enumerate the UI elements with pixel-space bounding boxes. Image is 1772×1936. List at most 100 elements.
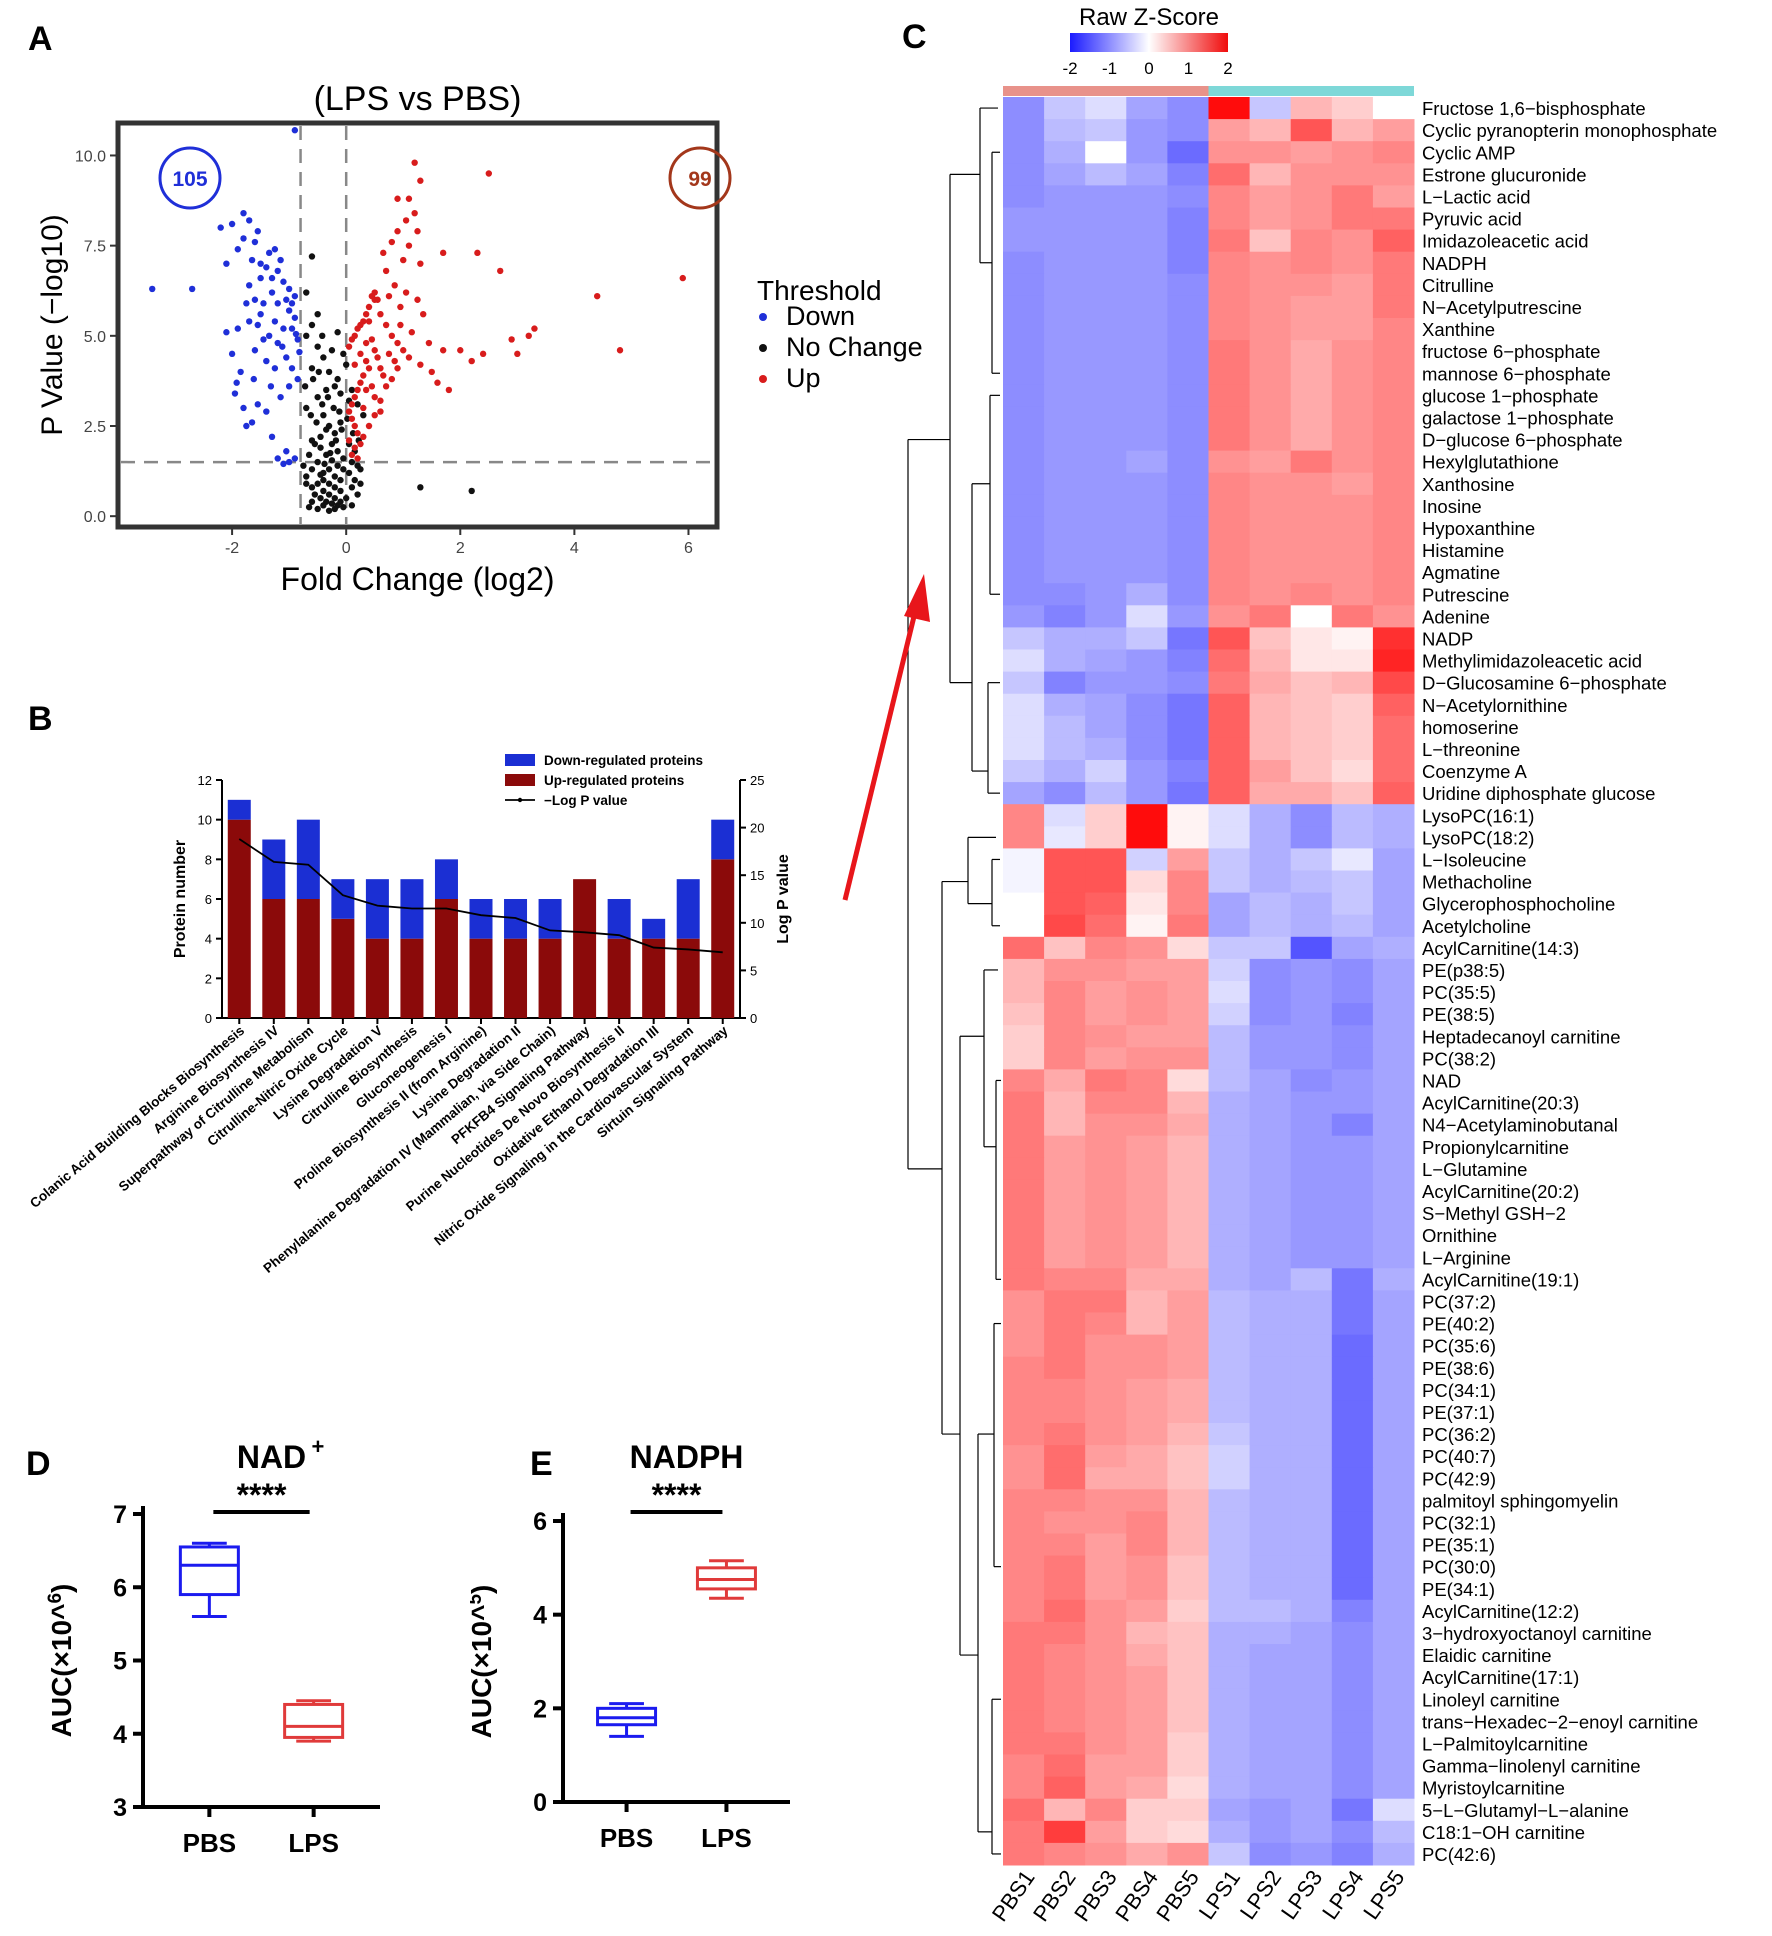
colorbar-tick-label: -2 [1062, 59, 1077, 78]
point-up [351, 444, 358, 451]
heatmap-cell [1167, 870, 1209, 894]
heatmap-cell [1208, 1621, 1251, 1645]
heatmap-cell [1003, 671, 1045, 695]
row-label: NADPH [1422, 253, 1487, 274]
point-no-change [314, 310, 321, 318]
heatmap-cell [1290, 848, 1333, 871]
heatmap-cell [1331, 472, 1374, 496]
point-no-change [308, 484, 316, 491]
y-tick-label: 2.5 [84, 419, 106, 436]
point-up [497, 267, 504, 275]
point-up [368, 336, 376, 343]
point-no-change [331, 494, 338, 502]
heatmap-cell [1249, 1599, 1292, 1623]
column-label: LPS2 [1235, 1866, 1286, 1924]
point-no-change [307, 411, 315, 419]
point-up [348, 451, 356, 459]
heatmap-cell [1208, 1732, 1251, 1755]
heatmap-cell [1003, 981, 1045, 1004]
bar-down-regulated [711, 819, 735, 860]
heatmap-cell [1167, 1400, 1209, 1424]
heatmap-cell [1044, 760, 1086, 783]
heatmap-cell [1044, 826, 1086, 849]
heatmap-cell [1249, 1157, 1292, 1181]
heatmap-cell [1003, 760, 1045, 783]
heatmap-cell [1085, 1798, 1127, 1822]
heatmap-cell [1126, 914, 1168, 938]
heatmap-cell [1167, 1157, 1209, 1181]
heatmap-cell [1290, 1378, 1333, 1402]
heatmap-cell [1290, 229, 1333, 253]
heatmap-cell [1044, 1400, 1086, 1424]
heatmap-cell [1126, 251, 1168, 275]
point-down [271, 365, 279, 372]
heatmap-cell [1249, 1621, 1292, 1645]
heatmap-cell [1126, 1776, 1168, 1800]
heatmap-cell [1085, 1091, 1127, 1115]
heatmap-cell [1249, 693, 1292, 717]
row-label: C18:1−OH carnitine [1422, 1822, 1585, 1843]
heatmap-cell [1126, 981, 1168, 1004]
point-up [362, 310, 370, 318]
row-label: Histamine [1422, 540, 1504, 561]
row-label: PC(35:5) [1422, 982, 1496, 1003]
heatmap-cell [1085, 1489, 1127, 1512]
heatmap-cell [1167, 782, 1209, 805]
heatmap-cell [1085, 1842, 1127, 1866]
heatmap-cell [1249, 1445, 1292, 1468]
point-up [400, 256, 407, 264]
heatmap-cell [1167, 494, 1209, 518]
heatmap-cell [1372, 1312, 1415, 1336]
heatmap-cell [1167, 1202, 1209, 1225]
point-no-change [348, 458, 356, 466]
heatmap-cell [1126, 1091, 1168, 1115]
heatmap-cell [1044, 914, 1086, 938]
heatmap-cell [1085, 450, 1127, 474]
point-down [263, 264, 270, 271]
heatmap-cell [1044, 97, 1086, 120]
heatmap-cell [1372, 1511, 1415, 1534]
point-no-change [315, 368, 323, 376]
heatmap-cell [1044, 1732, 1086, 1755]
heatmap-cell [1372, 472, 1415, 496]
point-no-change [303, 332, 310, 340]
heatmap-cell [1208, 1091, 1251, 1115]
heatmap-cell [1290, 760, 1333, 783]
heatmap-cell [1167, 229, 1209, 253]
y-axis-label: AUC(×10^5) [470, 1585, 497, 1739]
heatmap-cell [1249, 804, 1292, 827]
heatmap-cell [1167, 583, 1209, 606]
heatmap-cell [1331, 737, 1374, 761]
legend-line-marker [517, 797, 523, 803]
heatmap-cell [1085, 561, 1127, 584]
heatmap-cell [1126, 1467, 1168, 1490]
heatmap-cell [1372, 870, 1415, 894]
point-up [391, 357, 398, 365]
point-no-change [317, 444, 324, 451]
heatmap-cell [1085, 1710, 1127, 1733]
chart-title: NAD [237, 1439, 306, 1475]
point-no-change [308, 365, 316, 372]
row-label: LysoPC(18:2) [1422, 827, 1534, 848]
heatmap-cell [1372, 362, 1415, 385]
heatmap-cell [1126, 539, 1168, 562]
heatmap-cell [1331, 892, 1374, 916]
heatmap-cell [1044, 1224, 1086, 1247]
point-down [277, 393, 284, 401]
heatmap-cell [1249, 141, 1292, 164]
heatmap-cell [1290, 1246, 1333, 1269]
heatmap-cell [1249, 1179, 1292, 1203]
point-up [351, 393, 358, 401]
row-label: glucose 1−phosphate [1422, 385, 1598, 406]
heatmap-cell [1044, 1334, 1086, 1358]
heatmap-cell [1167, 119, 1209, 142]
bar-up-regulated [365, 938, 389, 1018]
heatmap-cell [1331, 1732, 1374, 1755]
heatmap-cell [1249, 1666, 1292, 1689]
heatmap-cell [1208, 760, 1251, 783]
point-up [365, 422, 373, 430]
heatmap-cell [1331, 1577, 1374, 1601]
heatmap-cell [1126, 848, 1168, 871]
heatmap-cell [1044, 1798, 1086, 1822]
point-up [531, 325, 538, 332]
